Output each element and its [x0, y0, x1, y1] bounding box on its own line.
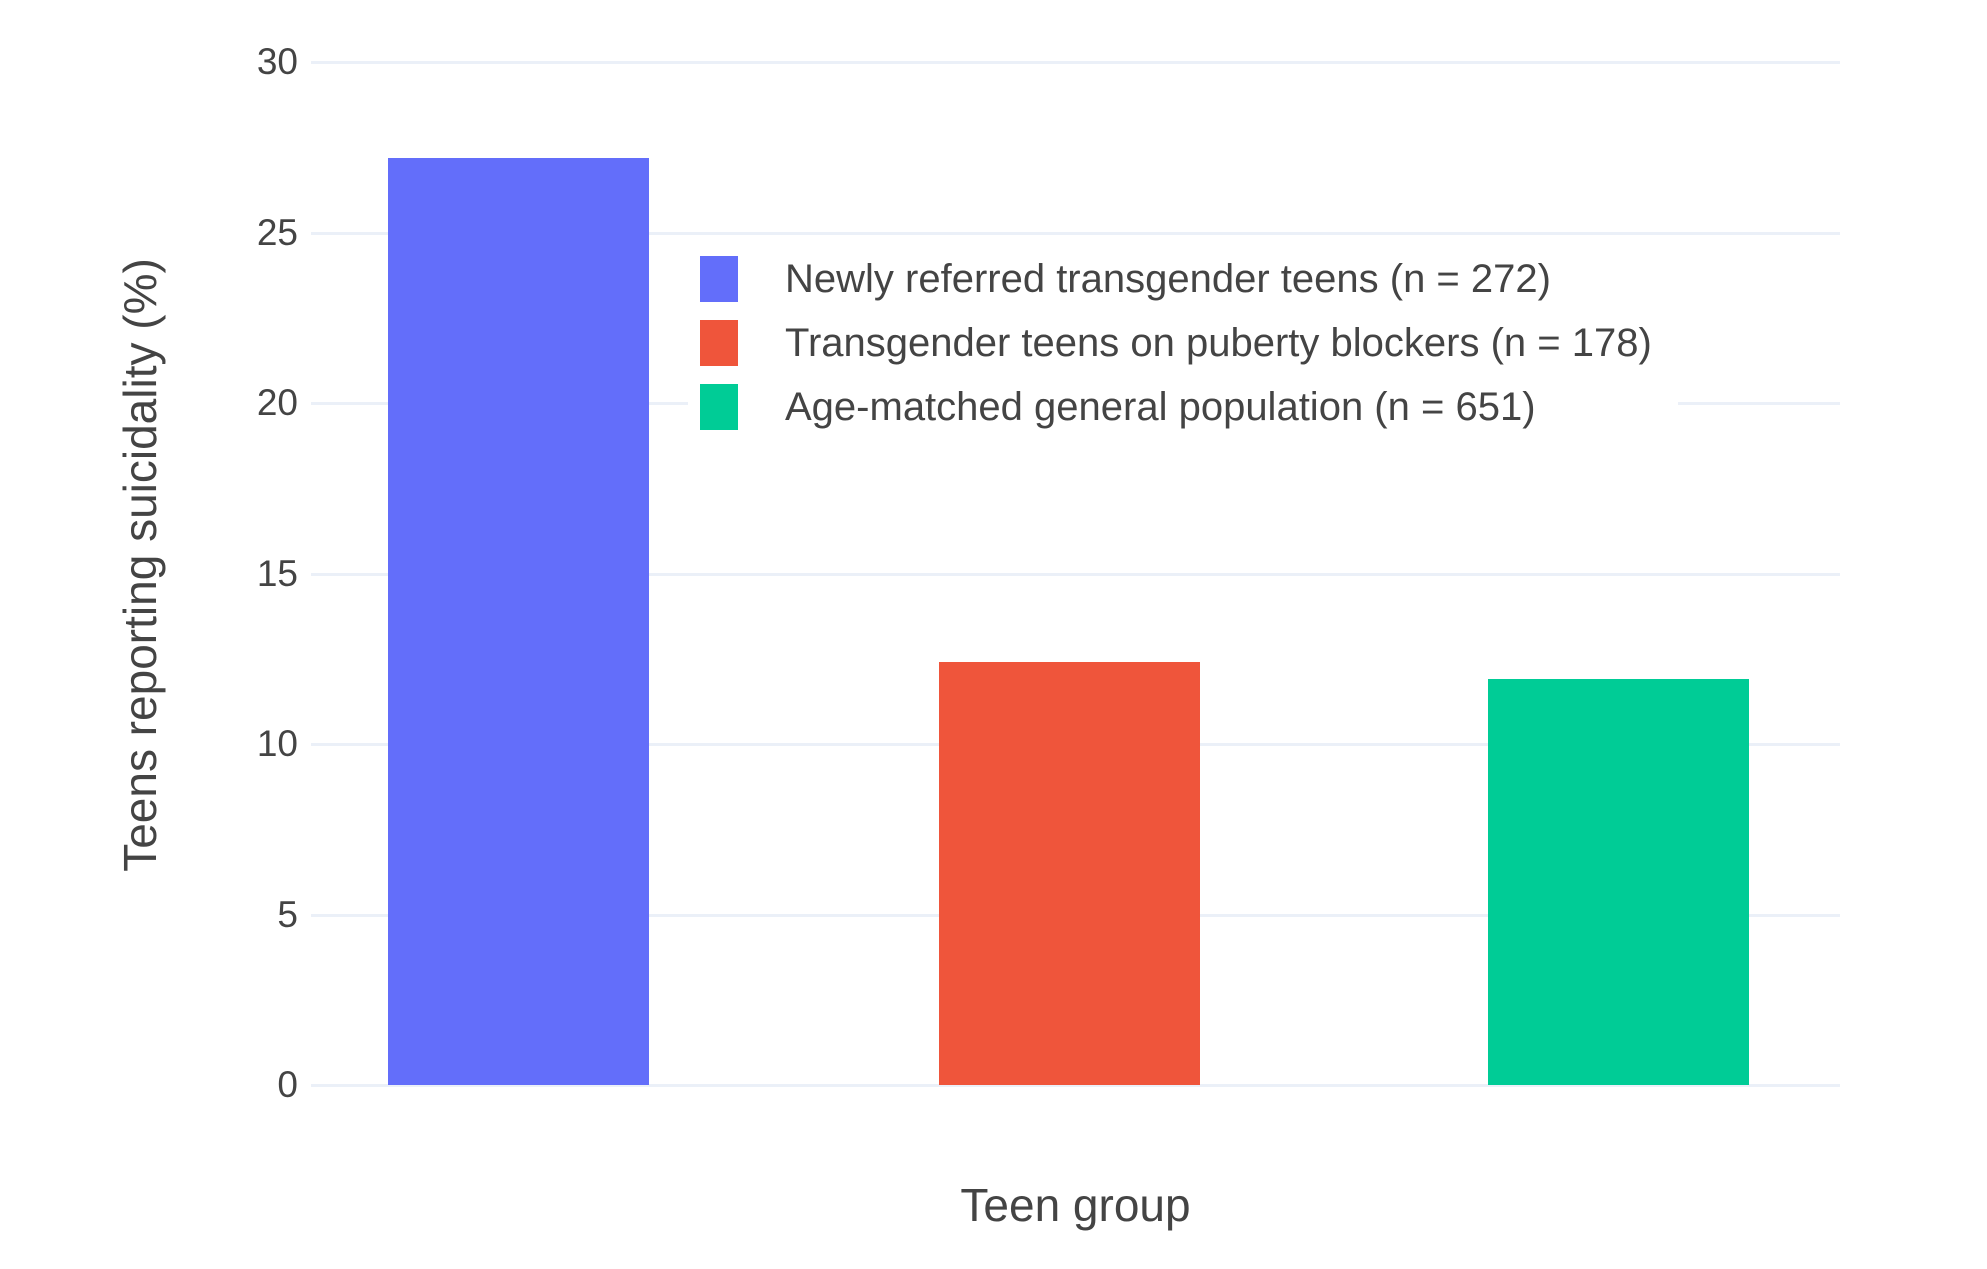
- gridline-30: [311, 61, 1840, 65]
- y-tick-label-25: 25: [256, 211, 298, 253]
- y-tick-label-15: 15: [256, 552, 298, 594]
- legend-swatch-icon: [700, 256, 738, 302]
- bar-2[interactable]: [1488, 679, 1749, 1085]
- y-axis-title: Teens reporting suicidality (%): [114, 258, 166, 872]
- plot-area: Newly referred transgender teens (n = 27…: [311, 45, 1840, 1087]
- legend-label: Transgender teens on puberty blockers (n…: [785, 321, 1652, 365]
- bar-0[interactable]: [388, 158, 649, 1085]
- legend-item-2[interactable]: Age-matched general population (n = 651): [700, 384, 1652, 430]
- bar-1[interactable]: [939, 662, 1200, 1085]
- gridline-0: [311, 1084, 1840, 1087]
- legend-label: Newly referred transgender teens (n = 27…: [785, 257, 1551, 301]
- y-tick-label-30: 30: [256, 41, 298, 83]
- y-tick-label-20: 20: [256, 382, 298, 424]
- legend-swatch-icon: [700, 384, 738, 430]
- x-axis-title: Teen group: [960, 1179, 1191, 1231]
- y-tick-label-0: 0: [277, 1064, 298, 1105]
- legend-item-1[interactable]: Transgender teens on puberty blockers (n…: [700, 320, 1652, 366]
- y-tick-label-5: 5: [277, 893, 298, 935]
- gridline-15: [311, 572, 1840, 576]
- legend-item-0[interactable]: Newly referred transgender teens (n = 27…: [700, 256, 1652, 302]
- legend-swatch-icon: [700, 320, 738, 366]
- y-tick-label-10: 10: [256, 723, 298, 765]
- gridline-25: [311, 231, 1840, 235]
- legend: Newly referred transgender teens (n = 27…: [688, 242, 1678, 444]
- legend-label: Age-matched general population (n = 651): [785, 385, 1536, 429]
